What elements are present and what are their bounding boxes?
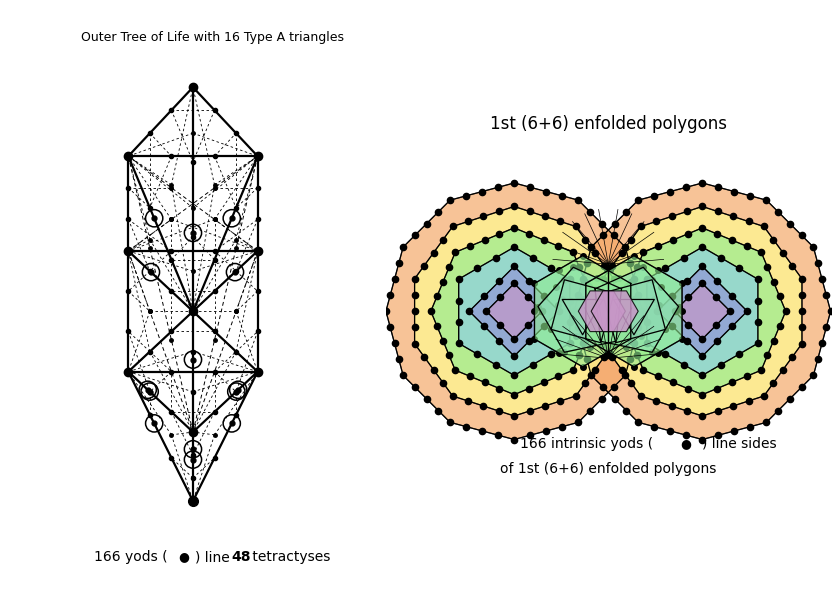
Polygon shape [469,266,559,356]
Polygon shape [459,247,570,375]
Text: 1st (6+6) enfolded polygons: 1st (6+6) enfolded polygons [490,114,727,133]
Polygon shape [595,267,679,352]
Polygon shape [487,283,542,339]
Polygon shape [602,206,802,416]
Polygon shape [574,183,831,440]
Polygon shape [658,266,748,356]
Polygon shape [586,256,682,367]
Polygon shape [602,280,665,343]
Polygon shape [538,267,622,352]
Polygon shape [386,183,643,440]
Text: of 1st (6+6) enfolded polygons: of 1st (6+6) enfolded polygons [500,462,717,476]
Polygon shape [414,206,614,416]
Text: tetractyses: tetractyses [248,550,331,564]
Polygon shape [591,291,638,332]
Text: ) line sides: ) line sides [702,437,777,451]
Polygon shape [551,280,614,343]
Text: 166 yods (: 166 yods ( [94,550,168,564]
Polygon shape [619,228,785,395]
Text: Outer Tree of Life with 16 Type A triangles: Outer Tree of Life with 16 Type A triang… [81,31,344,44]
Text: ) line: ) line [195,550,234,564]
Polygon shape [613,300,654,335]
Polygon shape [578,291,625,332]
Text: ●: ● [178,551,189,563]
Polygon shape [647,247,758,375]
Text: ●: ● [680,437,690,450]
Polygon shape [562,300,603,335]
Polygon shape [431,228,597,395]
Polygon shape [534,256,631,367]
Polygon shape [675,283,730,339]
Text: 166 intrinsic yods (: 166 intrinsic yods ( [520,437,654,451]
Text: 48: 48 [231,550,250,564]
